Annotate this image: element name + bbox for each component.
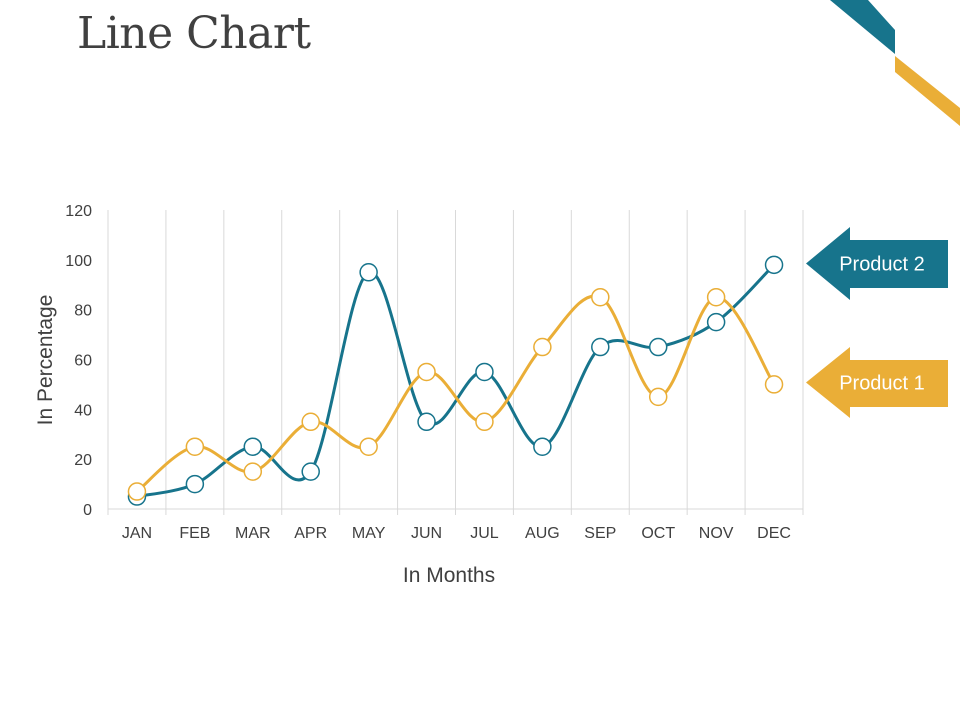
data-point-product-1 — [301, 412, 320, 432]
page-title: Line Chart — [77, 8, 311, 59]
x-tick-label: MAY — [352, 525, 386, 542]
data-point-product-2 — [417, 412, 436, 432]
y-axis-title: In Percentage — [34, 295, 57, 426]
data-point-product-2 — [185, 474, 205, 494]
data-point-product-1 — [533, 337, 552, 357]
y-tick-label: 80 — [74, 303, 92, 320]
data-point-product-2 — [359, 263, 378, 282]
x-tick-label: DEC — [757, 525, 791, 542]
chart-grid — [107, 210, 804, 509]
x-tick-label: OCT — [641, 525, 675, 542]
teal-stripe — [830, 0, 895, 54]
data-point-product-2 — [591, 337, 610, 357]
y-tick-label: 0 — [83, 502, 92, 519]
x-axis-title: In Months — [403, 564, 495, 587]
x-tick-label: JAN — [122, 525, 152, 542]
data-point-product-2 — [243, 437, 263, 456]
x-tick-label: MAR — [235, 525, 271, 542]
legend-callout-product-1 — [806, 347, 948, 418]
x-tick-label: APR — [294, 525, 327, 542]
y-tick-label: 40 — [74, 402, 92, 419]
data-point-product-2 — [648, 337, 668, 357]
y-tick-label: 20 — [74, 452, 92, 469]
x-tick-label: SEP — [584, 525, 616, 542]
legend-callout-product-2 — [806, 227, 948, 300]
data-point-product-1 — [764, 375, 784, 394]
data-point-product-1 — [591, 287, 610, 307]
data-point-product-2 — [533, 437, 552, 456]
data-point-product-1 — [417, 362, 436, 382]
data-point-product-1 — [648, 387, 668, 407]
chart-legend: Product 2 Product 1 — [806, 227, 948, 418]
data-point-product-1 — [475, 412, 494, 432]
legend-label-product-1: Product 1 — [839, 373, 925, 395]
data-point-product-1 — [127, 482, 147, 501]
data-point-product-2 — [301, 462, 320, 481]
data-point-product-1 — [243, 462, 263, 481]
y-tick-label: 100 — [65, 253, 92, 270]
data-point-product-1 — [185, 437, 205, 456]
chart-axes: 0 20 40 60 80 100 120 JAN FEB MAR APR MAY JUN JUL AUG S… — [34, 203, 804, 587]
y-tick-label: 60 — [74, 353, 92, 370]
x-tick-label: FEB — [179, 525, 210, 542]
data-point-product-1 — [706, 287, 726, 307]
x-tick-label: JUN — [411, 525, 442, 542]
y-tick-label: 120 — [65, 203, 92, 220]
data-point-product-2 — [706, 312, 726, 332]
legend-label-product-2: Product 2 — [839, 254, 925, 276]
x-tick-label: AUG — [525, 525, 560, 542]
gold-stripe — [895, 56, 960, 126]
x-tick-label: JUL — [470, 525, 499, 542]
data-point-product-2 — [764, 255, 784, 275]
data-point-product-1 — [359, 437, 378, 456]
chart-series — [127, 255, 784, 506]
data-point-product-2 — [475, 362, 494, 382]
x-tick-label: NOV — [699, 525, 734, 542]
